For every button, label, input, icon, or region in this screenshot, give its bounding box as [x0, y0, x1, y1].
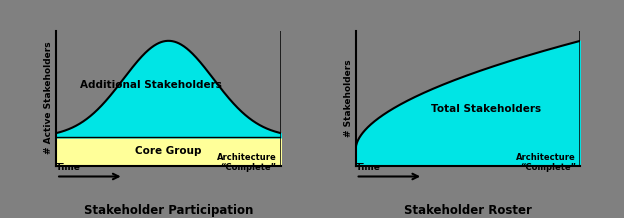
Y-axis label: # Stakeholders: # Stakeholders	[344, 59, 353, 137]
Text: Stakeholder Roster: Stakeholder Roster	[404, 204, 532, 216]
Text: Total Stakeholders: Total Stakeholders	[431, 104, 541, 114]
Text: Stakeholder Participation: Stakeholder Participation	[84, 204, 253, 216]
Text: Time: Time	[356, 164, 381, 172]
Text: Time: Time	[56, 164, 81, 172]
Text: Architecture
“Complete”: Architecture “Complete”	[516, 153, 576, 172]
Y-axis label: # Active Stakeholders: # Active Stakeholders	[44, 42, 54, 154]
Text: Architecture
“Complete”: Architecture “Complete”	[217, 153, 276, 172]
Text: Additional Stakeholders: Additional Stakeholders	[80, 80, 222, 90]
Text: Core Group: Core Group	[135, 146, 202, 156]
